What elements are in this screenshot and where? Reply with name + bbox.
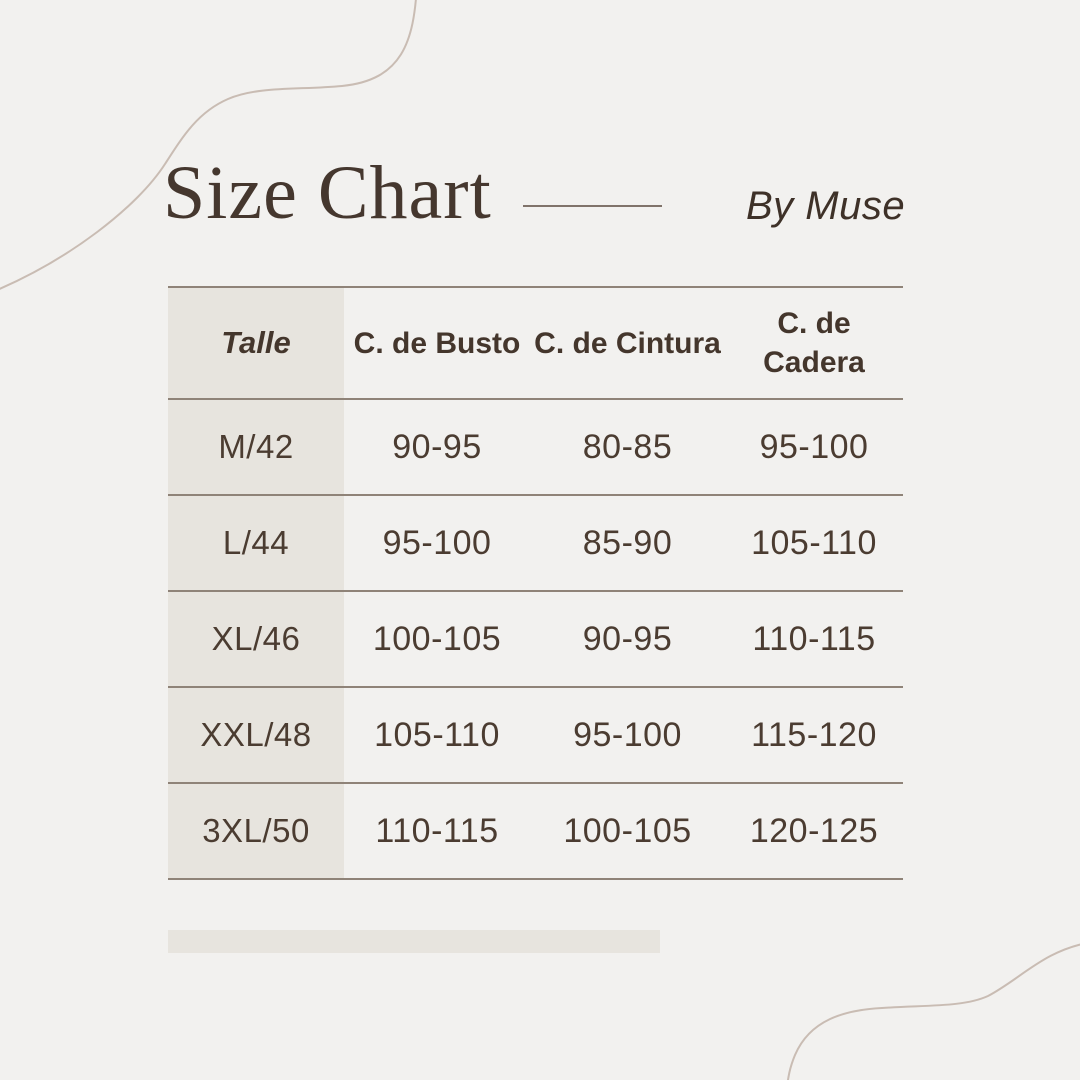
column-header-busto: C. de Busto bbox=[353, 326, 521, 360]
table-row: L/44 95-100 85-90 105-110 bbox=[168, 496, 903, 592]
size-label: L/44 bbox=[168, 496, 344, 590]
size-label: M/42 bbox=[168, 400, 344, 494]
column-header-talle: Talle bbox=[168, 288, 344, 398]
busto-value: 105-110 bbox=[374, 715, 500, 754]
cintura-value: 85-90 bbox=[582, 523, 673, 562]
top-left-curve-line bbox=[0, 0, 417, 290]
cadera-value: 110-115 bbox=[752, 619, 876, 658]
cadera-value: 105-110 bbox=[751, 523, 877, 562]
cintura-value: 100-105 bbox=[563, 811, 692, 850]
cadera-value: 115-120 bbox=[751, 715, 877, 754]
footer-accent-bar bbox=[168, 930, 660, 953]
table-row: XXL/48 105-110 95-100 115-120 bbox=[168, 688, 903, 784]
table-header-row: Talle C. de Busto C. de Cintura C. de Ca… bbox=[168, 288, 903, 400]
title-dash-line bbox=[523, 205, 662, 207]
column-header-cintura: C. de Cintura bbox=[534, 326, 721, 360]
bottom-right-curve-line bbox=[786, 943, 1080, 1080]
cadera-value: 95-100 bbox=[759, 427, 869, 466]
cintura-value: 95-100 bbox=[573, 715, 682, 754]
size-label: XL/46 bbox=[168, 592, 344, 686]
busto-value: 90-95 bbox=[392, 427, 482, 466]
table-row: XL/46 100-105 90-95 110-115 bbox=[168, 592, 903, 688]
busto-value: 95-100 bbox=[382, 523, 492, 562]
column-header-cadera: C. de Cadera bbox=[763, 307, 865, 379]
size-label: XXL/48 bbox=[168, 688, 344, 782]
size-table: Talle C. de Busto C. de Cintura C. de Ca… bbox=[168, 286, 903, 880]
cadera-value: 120-125 bbox=[749, 811, 879, 850]
brand-byline: By Muse bbox=[746, 184, 906, 228]
busto-value: 100-105 bbox=[372, 619, 502, 658]
table-row: 3XL/50 110-115 100-105 120-125 bbox=[168, 784, 903, 880]
cintura-value: 90-95 bbox=[582, 619, 673, 658]
busto-value: 110-115 bbox=[375, 811, 499, 850]
size-label: 3XL/50 bbox=[168, 784, 344, 878]
cintura-value: 80-85 bbox=[582, 427, 673, 466]
page-title: Size Chart bbox=[163, 151, 492, 235]
table-row: M/42 90-95 80-85 95-100 bbox=[168, 400, 903, 496]
